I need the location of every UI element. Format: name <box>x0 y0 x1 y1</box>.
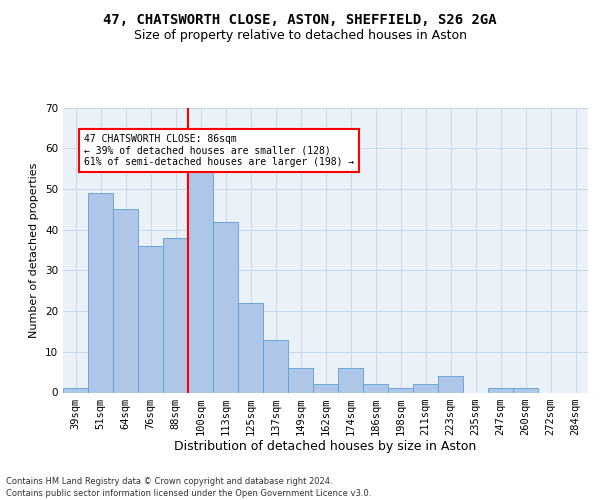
Text: Contains HM Land Registry data © Crown copyright and database right 2024.: Contains HM Land Registry data © Crown c… <box>6 478 332 486</box>
Bar <box>363 384 388 392</box>
Text: 47 CHATSWORTH CLOSE: 86sqm
← 39% of detached houses are smaller (128)
61% of sem: 47 CHATSWORTH CLOSE: 86sqm ← 39% of deta… <box>84 134 355 167</box>
Bar <box>438 376 463 392</box>
Bar <box>63 388 88 392</box>
Bar <box>413 384 438 392</box>
Bar <box>138 246 163 392</box>
Bar <box>188 164 213 392</box>
Bar <box>338 368 363 392</box>
Bar <box>88 193 113 392</box>
Bar <box>313 384 338 392</box>
Y-axis label: Number of detached properties: Number of detached properties <box>29 162 40 338</box>
Bar <box>513 388 538 392</box>
Bar <box>288 368 313 392</box>
Bar <box>213 222 238 392</box>
Bar <box>238 303 263 392</box>
Text: 47, CHATSWORTH CLOSE, ASTON, SHEFFIELD, S26 2GA: 47, CHATSWORTH CLOSE, ASTON, SHEFFIELD, … <box>103 12 497 26</box>
Text: Size of property relative to detached houses in Aston: Size of property relative to detached ho… <box>133 29 467 42</box>
Bar <box>113 210 138 392</box>
X-axis label: Distribution of detached houses by size in Aston: Distribution of detached houses by size … <box>175 440 476 454</box>
Bar <box>163 238 188 392</box>
Bar <box>263 340 288 392</box>
Text: Contains public sector information licensed under the Open Government Licence v3: Contains public sector information licen… <box>6 489 371 498</box>
Bar <box>388 388 413 392</box>
Bar <box>488 388 513 392</box>
